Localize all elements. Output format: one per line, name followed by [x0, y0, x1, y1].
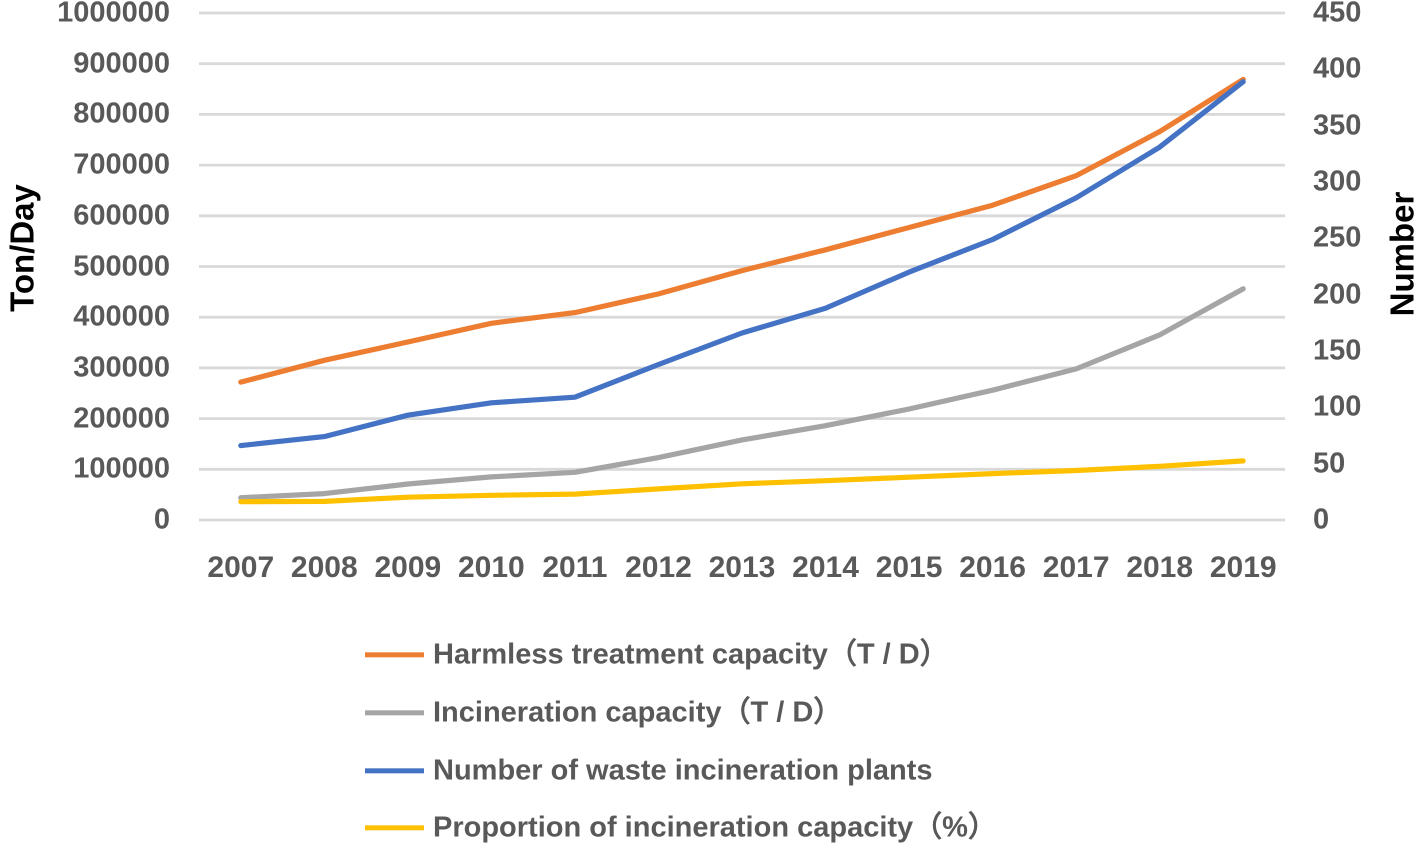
x-axis-tick-label: 2014 [792, 551, 859, 584]
x-axis-tick-label: 2008 [290, 551, 358, 584]
right-axis-tick-label: 150 [1313, 334, 1362, 367]
left-axis-tick-label: 900000 [73, 47, 170, 80]
legend-swatch-harmless-treatment-capacity [365, 652, 424, 658]
right-axis-tick-label: 100 [1313, 390, 1362, 423]
x-axis-tick-label: 2016 [959, 551, 1026, 584]
x-axis-tick-label: 2015 [875, 551, 943, 584]
series-line-proportion-of-incineration-capacity [238, 458, 1246, 505]
legend-item-number-of-waste-incineration-plants: Number of waste incineration plants [365, 754, 933, 787]
left-axis-tick-label: 600000 [73, 199, 170, 232]
series-line-incineration-capacity [238, 286, 1246, 501]
left-axis-tick-label: 1000000 [57, 0, 170, 29]
left-axis-tick-label: 200000 [73, 402, 170, 435]
right-axis-tick-label: 250 [1313, 221, 1362, 254]
left-axis-tick-label: 700000 [73, 148, 170, 181]
legend-label: Harmless treatment capacity（T / D） [433, 638, 949, 671]
x-axis-tick-label: 2011 [542, 551, 608, 584]
right-axis-tick-label: 0 [1313, 503, 1330, 536]
legend-item-incineration-capacity: Incineration capacity（T / D） [365, 696, 842, 729]
right-axis-tick-label: 200 [1313, 278, 1362, 311]
x-axis-tick-label: 2007 [207, 551, 275, 584]
x-axis-tick-label: 2012 [625, 551, 692, 584]
x-axis-tick-label: 2019 [1209, 551, 1277, 584]
right-axis-tick-label: 450 [1313, 0, 1362, 29]
x-axis-tick-label: 2013 [708, 551, 776, 584]
left-axis-tick-label: 500000 [73, 250, 170, 282]
legend-label: Incineration capacity（T / D） [433, 696, 843, 729]
left-axis-tick-label: 0 [153, 503, 170, 536]
legend-label: Number of waste incineration plants [433, 754, 933, 787]
left-axis-tick-label: 800000 [73, 97, 170, 130]
x-axis-tick-label: 2017 [1042, 551, 1110, 584]
legend-swatch-proportion-of-incineration-capacity [365, 825, 424, 831]
left-axis-tick-label: 300000 [73, 351, 170, 384]
legend-swatch-number-of-waste-incineration-plants [365, 768, 424, 774]
legend-swatch-incineration-capacity [365, 710, 424, 716]
x-axis-tick-label: 2018 [1126, 551, 1194, 584]
left-axis-tick-label: 400000 [73, 300, 170, 333]
series-line-harmless-treatment-capacity [238, 76, 1246, 385]
legend-item-proportion-of-incineration-capacity: Proportion of incineration capacity（%） [365, 811, 997, 844]
x-axis-tick-label: 2009 [374, 551, 442, 584]
legend-label: Proportion of incineration capacity（%） [433, 811, 997, 844]
right-axis-tick-label: 350 [1313, 109, 1362, 142]
right-axis-tick-label: 50 [1313, 447, 1346, 480]
right-axis-tick-label: 300 [1313, 165, 1362, 198]
legend-item-harmless-treatment-capacity: Harmless treatment capacity（T / D） [365, 638, 949, 671]
right-axis-title: Number [1383, 191, 1421, 317]
left-axis-tick-label: 100000 [73, 452, 170, 485]
x-axis-tick-label: 2010 [458, 551, 525, 584]
series-line-number-of-waste-incineration-plants [238, 79, 1246, 449]
right-axis-tick-label: 400 [1313, 52, 1362, 85]
